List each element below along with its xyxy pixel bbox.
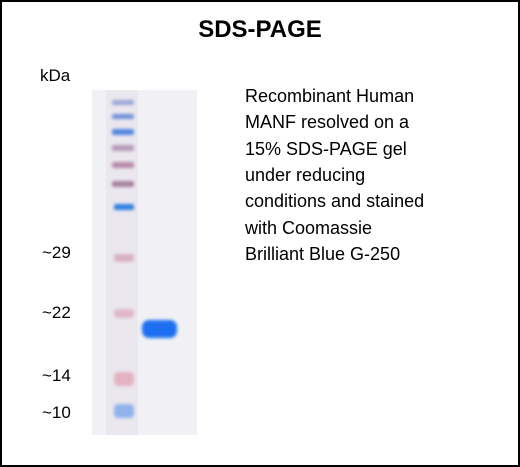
unit-label: kDa — [40, 66, 71, 85]
description-line: conditions and stained — [245, 191, 425, 212]
description-line: under reducing — [245, 164, 366, 185]
marker-label: ~10 — [42, 403, 71, 422]
sample-band — [142, 320, 177, 338]
description-line: Brilliant Blue G-250 — [245, 243, 401, 264]
marker-label: ~14 — [42, 366, 71, 385]
description-line: with Coomassie — [245, 217, 373, 238]
marker-label: ~29 — [42, 243, 71, 262]
marker-label: ~22 — [42, 303, 71, 322]
description-line: Recombinant Human — [245, 86, 415, 106]
description-line: MANF resolved on a — [245, 112, 410, 133]
description-line: 15% SDS-PAGE gel — [245, 138, 407, 159]
ladder-bands — [112, 100, 134, 418]
title: SDS-PAGE — [198, 16, 322, 43]
